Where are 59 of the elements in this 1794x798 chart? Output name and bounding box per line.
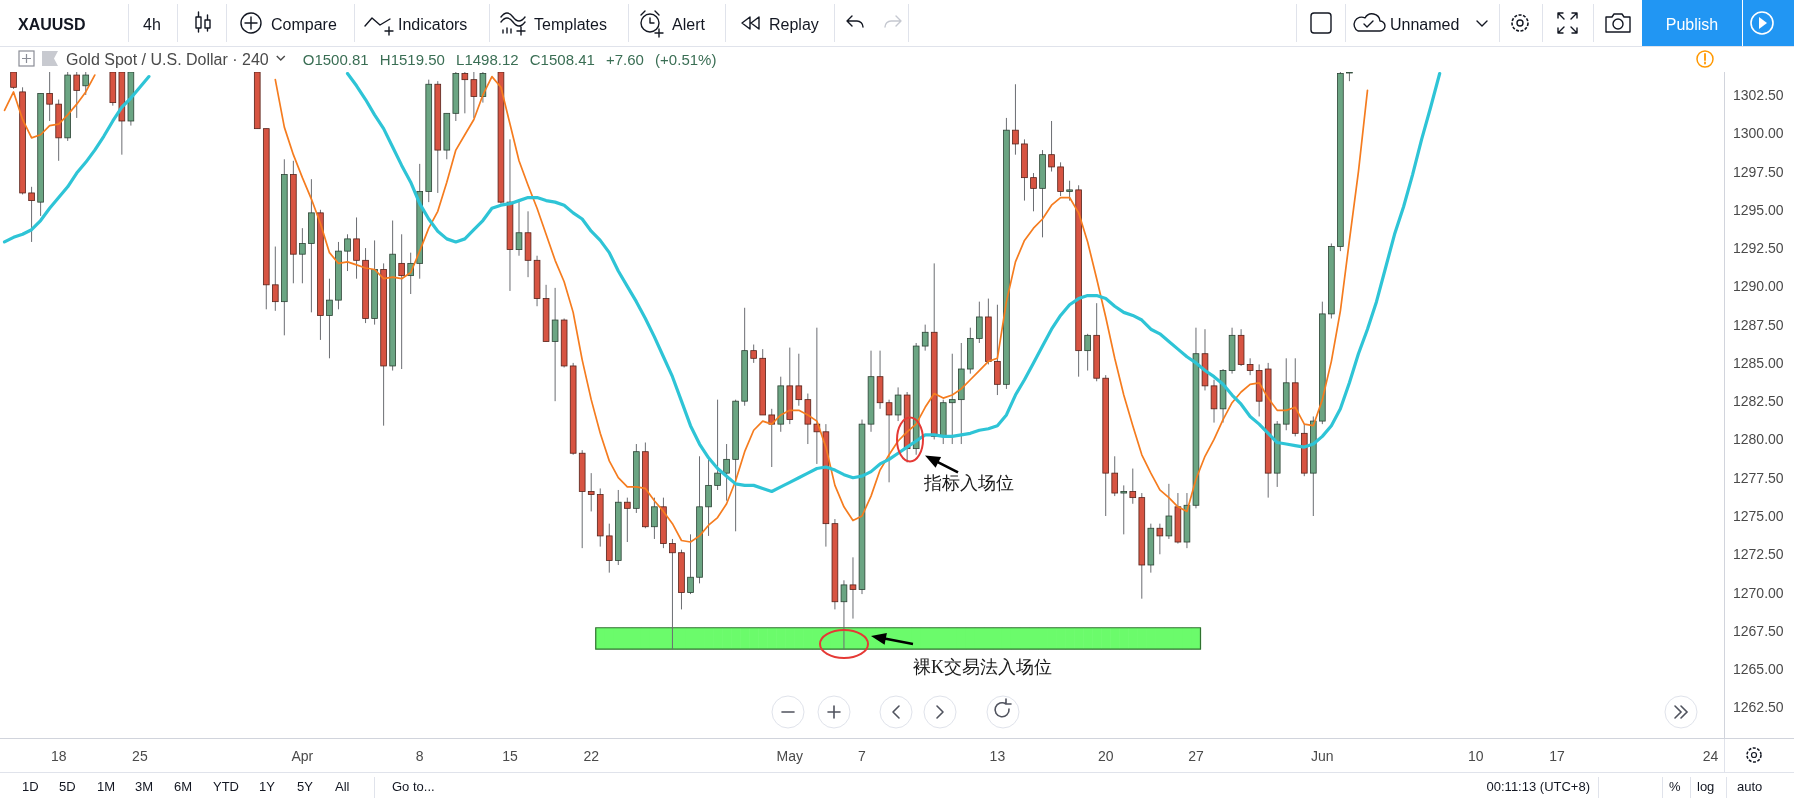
x-tick-label: 8 bbox=[415, 748, 424, 764]
annotation: Publish bbox=[1665, 16, 1719, 33]
annotation: Compare bbox=[271, 16, 337, 33]
x-tick-label: 20 bbox=[1097, 748, 1114, 764]
y-tick-label: 1267.50 bbox=[1733, 622, 1784, 639]
annotation: 00:11:13 (UTC+8) bbox=[1486, 779, 1590, 794]
x-tick-label: 13 bbox=[989, 748, 1006, 764]
y-tick-label: 1290.00 bbox=[1733, 278, 1784, 295]
annotation: % bbox=[1669, 779, 1681, 794]
y-tick-label: 1265.00 bbox=[1733, 661, 1784, 678]
annotation: 6M bbox=[174, 779, 193, 794]
x-tick-label: 25 bbox=[132, 748, 148, 764]
y-tick-label: 1262.50 bbox=[1733, 699, 1784, 716]
annotation: 1D bbox=[22, 779, 39, 794]
annotation: 裸K交易法入场位 bbox=[913, 657, 1052, 677]
annotation: 指标入场位 bbox=[924, 473, 1014, 494]
x-tick-label: Apr bbox=[291, 748, 314, 764]
annotation: 5D bbox=[59, 779, 76, 794]
annotation: Alert bbox=[672, 16, 705, 33]
annotation: XAUUSD bbox=[18, 16, 86, 33]
y-tick-label: 1282.50 bbox=[1733, 393, 1784, 410]
y-tick-label: 1287.50 bbox=[1733, 316, 1784, 333]
x-tick-label: 7 bbox=[858, 748, 866, 764]
annotation: Go to... bbox=[392, 779, 435, 794]
annotation: 1M bbox=[97, 779, 116, 794]
annotation: 4h bbox=[143, 16, 161, 33]
subtitle: O1500.81 H1519.50 L1498.12 C1508.41 +7.60 (+0.51%) bbox=[302, 51, 717, 68]
y-tick-label: 1297.50 bbox=[1733, 163, 1784, 180]
annotation: Unnamed bbox=[1390, 16, 1460, 33]
y-tick-label: 1292.50 bbox=[1733, 240, 1784, 257]
annotation: 5Y bbox=[297, 779, 313, 794]
annotation: auto bbox=[1737, 779, 1763, 794]
annotation: 1Y bbox=[259, 779, 275, 794]
x-tick-label: 15 bbox=[502, 748, 518, 764]
y-tick-label: 1270.00 bbox=[1733, 584, 1784, 601]
y-tick-label: 1285.00 bbox=[1733, 354, 1784, 371]
x-tick-label: 17 bbox=[1549, 748, 1565, 764]
y-tick-label: 1300.00 bbox=[1733, 125, 1784, 142]
annotation: Indicators bbox=[398, 16, 468, 33]
x-tick-label: Jun bbox=[1311, 748, 1334, 764]
annotation: log bbox=[1697, 779, 1715, 794]
annotation: YTD bbox=[213, 779, 239, 794]
annotation: Replay bbox=[769, 16, 819, 33]
y-tick-label: 1275.00 bbox=[1733, 508, 1784, 524]
y-tick-label: 1295.00 bbox=[1733, 201, 1784, 218]
x-tick-label: 27 bbox=[1188, 748, 1204, 764]
y-tick-label: 1302.50 bbox=[1733, 86, 1784, 103]
y-tick-label: 1272.50 bbox=[1733, 546, 1784, 563]
x-tick-label: 22 bbox=[583, 748, 599, 764]
x-tick-label: 18 bbox=[50, 748, 67, 764]
y-tick-label: 1277.50 bbox=[1733, 469, 1784, 486]
annotation: 3M bbox=[135, 779, 154, 794]
x-tick-label: 10 bbox=[1468, 748, 1484, 764]
x-tick-label: May bbox=[776, 748, 803, 764]
title: Gold Spot / U.S. Dollar · 240 bbox=[66, 51, 269, 68]
y-tick-label: 1280.00 bbox=[1733, 431, 1784, 448]
annotation: Templates bbox=[534, 16, 607, 33]
annotation: All bbox=[335, 779, 350, 794]
x-tick-label: 24 bbox=[1702, 748, 1719, 764]
